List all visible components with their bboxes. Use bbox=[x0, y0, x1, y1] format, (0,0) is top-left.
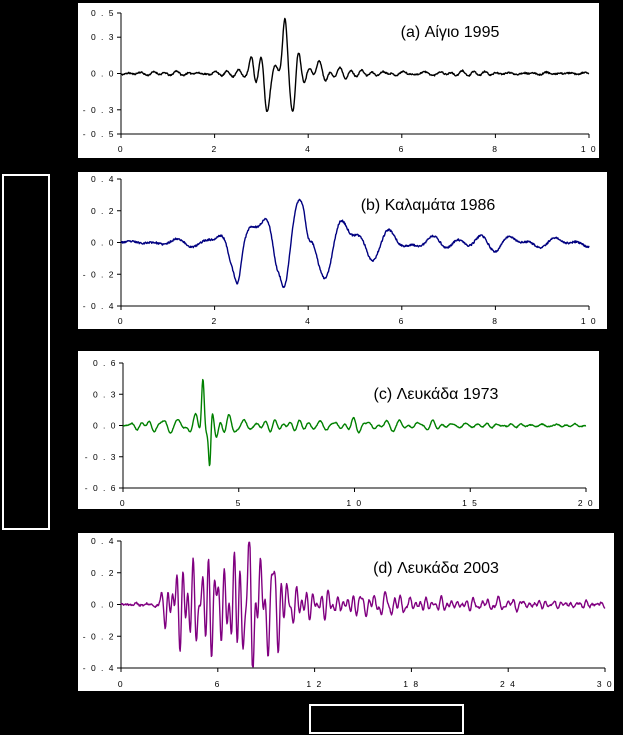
y-tick-label: - 0 . 4 bbox=[83, 663, 115, 673]
x-tick-label: 6 bbox=[215, 679, 221, 689]
x-tick-label: 0 bbox=[118, 144, 124, 154]
y-tick-label: 0 . 3 bbox=[93, 389, 117, 399]
x-tick-label: 0 bbox=[118, 679, 124, 689]
x-tick-label: 1 5 bbox=[462, 498, 478, 508]
y-tick-label: 0 . 0 bbox=[91, 600, 115, 610]
y-tick-label: 0 . 2 bbox=[91, 206, 115, 216]
y-tick-label: - 0 . 5 bbox=[83, 129, 115, 139]
chart-svg: 0 . 5 0 . 3 0 . 0 - 0 . 3 - 0 . 50 2 4 6 8 1 0 (a)… bbox=[83, 8, 597, 154]
x-axis-label-box bbox=[309, 704, 464, 734]
y-tick-label: 0 . 4 bbox=[91, 174, 115, 184]
y-tick-label: 0 . 2 bbox=[91, 568, 115, 578]
y-tick-label: 0 . 0 bbox=[91, 69, 115, 79]
x-tick-label: 1 0 bbox=[581, 316, 597, 326]
x-tick-label: 3 0 bbox=[597, 679, 613, 689]
y-tick-label: - 0 . 2 bbox=[83, 269, 115, 279]
chart-svg: 0 . 4 0 . 2 0 . 0 - 0 . 2 - 0 . 40 2 4 6 8 1 0 (b)… bbox=[83, 174, 597, 326]
x-tick-label: 1 8 bbox=[403, 679, 419, 689]
x-tick-label: 4 bbox=[305, 144, 311, 154]
accelerogram-line bbox=[122, 378, 587, 467]
panel-title: (b) Καλαμάτα 1986 bbox=[361, 197, 496, 214]
x-tick-label: 6 bbox=[399, 144, 405, 154]
x-tick-label: 2 0 bbox=[578, 498, 594, 508]
y-tick-label: - 0 . 6 bbox=[85, 483, 117, 493]
y-tick-label: - 0 . 3 bbox=[83, 105, 115, 115]
y-tick-label: 0 . 4 bbox=[91, 536, 115, 546]
y-tick-label: 0 . 3 bbox=[91, 32, 115, 42]
y-axis-label-box bbox=[2, 174, 50, 530]
chart-svg: 0 . 4 0 . 2 0 . 0 - 0 . 2 - 0 . 40 6 1 2 1 8 2 4… bbox=[83, 536, 613, 689]
x-tick-label: 6 bbox=[399, 316, 405, 326]
x-tick-label: 2 bbox=[211, 144, 217, 154]
x-tick-label: 0 bbox=[120, 498, 126, 508]
x-tick-label: 2 bbox=[211, 316, 217, 326]
accelerogram-line bbox=[120, 198, 590, 289]
x-tick-label: 0 bbox=[118, 316, 124, 326]
panel-title: (a) Αίγιο 1995 bbox=[401, 24, 500, 41]
x-tick-label: 8 bbox=[492, 316, 498, 326]
x-tick-label: 2 4 bbox=[500, 679, 516, 689]
y-tick-label: - 0 . 2 bbox=[83, 631, 115, 641]
accelerogram-line bbox=[120, 541, 606, 668]
x-tick-label: 1 0 bbox=[346, 498, 362, 508]
y-tick-label: 0 . 6 bbox=[93, 358, 117, 368]
x-tick-label: 1 0 bbox=[581, 144, 597, 154]
x-tick-label: 8 bbox=[492, 144, 498, 154]
x-tick-label: 5 bbox=[236, 498, 242, 508]
y-tick-label: - 0 . 4 bbox=[83, 301, 115, 311]
panel-title: (d) Λευκάδα 2003 bbox=[373, 560, 499, 577]
chart-svg: 0 . 6 0 . 3 0 . 0 - 0 . 3 - 0 . 60 5 1 0 1 5 2 0… bbox=[85, 358, 594, 508]
accelerogram-line bbox=[120, 17, 590, 112]
x-tick-label: 1 2 bbox=[306, 679, 322, 689]
y-tick-label: 0 . 5 bbox=[91, 8, 115, 18]
x-tick-label: 4 bbox=[305, 316, 311, 326]
y-tick-label: 0 . 0 bbox=[93, 421, 117, 431]
panel-title: (c) Λευκάδα 1973 bbox=[374, 386, 499, 403]
y-tick-label: 0 . 0 bbox=[91, 238, 115, 248]
y-tick-label: - 0 . 3 bbox=[85, 452, 117, 462]
